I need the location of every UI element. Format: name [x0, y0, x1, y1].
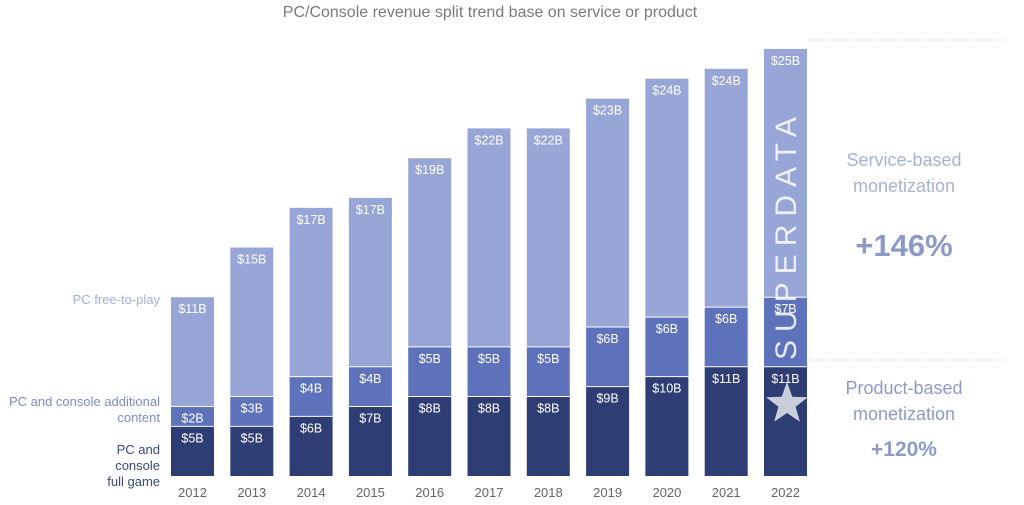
x-tick-label-2018: 2018 [534, 485, 563, 500]
bar-2014-series-2 [289, 207, 333, 377]
bar-2019-series-2 [586, 98, 630, 328]
bar-label-2018-series-1: $5B [537, 352, 559, 366]
x-tick-label-2017: 2017 [475, 485, 504, 500]
bar-label-2013-series-2: $15B [237, 253, 266, 267]
x-tick-label-2020: 2020 [652, 485, 681, 500]
x-tick-label-2012: 2012 [178, 485, 207, 500]
bar-2016-series-1 [408, 346, 452, 397]
product-based-growth: +120% [871, 438, 937, 461]
bar-label-2022-series-0: $11B [771, 372, 799, 386]
bar-label-2020-series-1: $6B [656, 322, 678, 336]
bar-2021-series-0 [704, 366, 748, 476]
bar-label-2020-series-2: $24B [652, 84, 681, 98]
bar-2018-series-1 [526, 346, 570, 397]
bar-label-2019-series-1: $6B [596, 332, 618, 346]
bar-label-2013-series-0: $5B [241, 431, 263, 445]
bar-label-2017-series-2: $22B [474, 133, 503, 147]
service-based-line1: Service-based [846, 150, 962, 170]
bar-label-2014-series-0: $6B [300, 421, 322, 435]
bar-2018-series-2 [526, 128, 570, 347]
x-tick-label-2016: 2016 [415, 485, 444, 500]
service-based-line2: monetization [852, 176, 956, 196]
bar-label-2015-series-0: $7B [359, 411, 381, 425]
bar-2013-series-1 [230, 396, 274, 427]
product-based-line1: Product-based [845, 378, 963, 398]
bar-2022-series-0 [764, 366, 807, 476]
x-tick-label-2015: 2015 [356, 485, 385, 500]
bar-2022-series-2 [764, 48, 807, 298]
bar-2018-series-0 [526, 396, 570, 476]
bar-label-2015-series-2: $17B [356, 203, 385, 217]
legend-additional-content: PC and console additional content [8, 394, 160, 425]
bar-2017-series-1 [467, 346, 511, 397]
bar-label-2016-series-0: $8B [419, 402, 441, 416]
legend-pc-free-to-play: PC free-to-play [72, 292, 160, 307]
star-watermark-icon [766, 382, 808, 422]
bar-2017-series-0 [467, 396, 511, 476]
bar-2012-series-0 [171, 426, 214, 476]
bar-2022-series-1 [764, 297, 807, 367]
bar-2020-series-0 [645, 376, 689, 476]
bar-2013-series-2 [230, 247, 274, 397]
bar-2020-series-2 [645, 78, 689, 318]
bar-2015-series-1 [348, 366, 392, 407]
bar-label-2016-series-2: $19B [415, 163, 444, 177]
x-tick-label-2021: 2021 [712, 485, 741, 500]
bar-label-2017-series-0: $8B [478, 402, 500, 416]
bar-label-2021-series-2: $24B [712, 74, 741, 88]
bar-label-2019-series-2: $23B [593, 104, 622, 118]
bar-2017-series-2 [467, 128, 511, 347]
bar-2021-series-1 [704, 307, 748, 367]
chart-title: PC/Console revenue split trend base on s… [282, 4, 698, 21]
bar-2019-series-0 [586, 386, 630, 476]
bar-label-2017-series-1: $5B [478, 352, 500, 366]
bar-2015-series-0 [348, 406, 392, 476]
bar-2013-series-0 [230, 426, 274, 476]
bar-2014-series-1 [289, 376, 333, 417]
bar-2021-series-2 [704, 68, 748, 308]
bar-label-2015-series-1: $4B [359, 372, 381, 386]
bar-2012-series-2 [171, 297, 214, 407]
bar-label-2019-series-0: $9B [596, 392, 618, 406]
x-tick-label-2013: 2013 [237, 485, 266, 500]
product-based-line2: monetization [852, 404, 956, 424]
bar-label-2014-series-2: $17B [296, 213, 325, 227]
x-tick-label-2022: 2022 [771, 485, 800, 500]
bar-label-2014-series-1: $4B [300, 382, 322, 396]
bar-label-2022-series-2: $25B [771, 54, 800, 68]
bar-2012-series-1 [171, 406, 214, 427]
bar-2020-series-1 [645, 317, 689, 377]
legend-full-game: PC and console full game [107, 442, 160, 489]
bar-2016-series-2 [408, 158, 452, 347]
bar-2014-series-0 [289, 416, 333, 476]
bar-2016-series-0 [408, 396, 452, 476]
bar-label-2020-series-0: $10B [652, 382, 681, 396]
bar-label-2013-series-1: $3B [241, 402, 263, 416]
bar-label-2018-series-0: $8B [537, 402, 559, 416]
bar-label-2018-series-2: $22B [534, 133, 563, 147]
service-based-growth: +146% [855, 228, 953, 263]
bar-label-2012-series-2: $11B [178, 302, 206, 316]
x-tick-label-2019: 2019 [593, 485, 622, 500]
bar-label-2012-series-0: $5B [181, 431, 203, 445]
bar-label-2021-series-1: $6B [715, 312, 737, 326]
bar-label-2016-series-1: $5B [419, 352, 441, 366]
bar-label-2022-series-1: $7B [774, 302, 796, 316]
x-tick-label-2014: 2014 [297, 485, 326, 500]
bar-2015-series-2 [348, 197, 392, 367]
bar-label-2012-series-1: $2B [181, 411, 203, 425]
bar-2019-series-1 [586, 327, 630, 387]
bar-label-2021-series-0: $11B [712, 372, 740, 386]
superdata-watermark: SUPERDATA [770, 109, 803, 360]
